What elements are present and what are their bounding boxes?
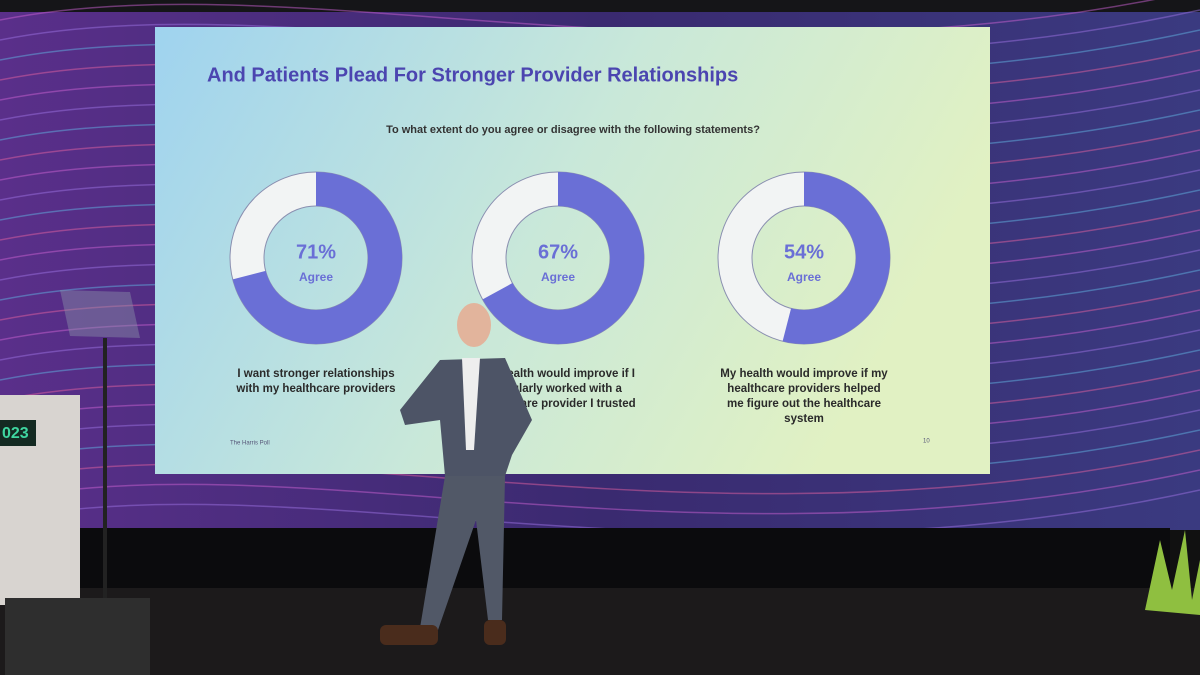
caption-line: My health would improve if I <box>481 368 635 380</box>
value-label: 54% <box>784 241 824 263</box>
podium-base <box>5 598 150 675</box>
podium-sign: 023 <box>2 425 29 442</box>
stage-curtain <box>60 528 1170 588</box>
teleprompter-stand <box>103 338 107 598</box>
caption-line: My health would improve if my <box>720 368 888 380</box>
caption-line: regularly worked with a <box>494 383 622 395</box>
slide <box>155 27 990 474</box>
donut-label: Agree <box>787 270 821 284</box>
caption-line: me figure out the healthcare <box>727 398 881 410</box>
wave-line <box>0 489 1200 535</box>
plant <box>1145 530 1200 615</box>
podium-screen <box>0 420 36 446</box>
teleprompter <box>60 290 140 338</box>
donut-segment <box>782 172 890 344</box>
wave-line <box>0 469 1200 515</box>
slide-question: To what extent do you agree or disagree … <box>386 124 760 136</box>
caption-line: with my healthcare providers <box>235 383 395 395</box>
speaker <box>380 303 532 645</box>
wave-line <box>0 449 1200 495</box>
donut-label: Agree <box>299 270 333 284</box>
donut-segment <box>482 172 644 344</box>
charts: 71% Agree I want stronger relationships wit… <box>229 171 891 425</box>
value-label: 71% <box>296 241 336 263</box>
caption-line: system <box>784 413 824 425</box>
slide-page-number: 10 <box>923 439 930 445</box>
caption-line: healthcare providers helped <box>727 383 880 395</box>
donut-segment <box>232 172 402 344</box>
caption-line: I want stronger relationships <box>237 368 394 380</box>
slide-title: And Patients Plead For Stronger Provider… <box>207 64 738 86</box>
slide-logo: The Harris Poll <box>230 441 270 447</box>
donut-label: Agree <box>541 270 575 284</box>
wave-line <box>0 0 1156 35</box>
value-label: 67% <box>538 241 578 263</box>
stage-floor <box>0 588 1200 675</box>
